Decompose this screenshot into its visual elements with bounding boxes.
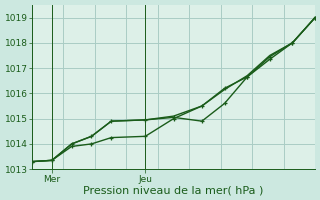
X-axis label: Pression niveau de la mer( hPa ): Pression niveau de la mer( hPa ) <box>84 185 264 195</box>
